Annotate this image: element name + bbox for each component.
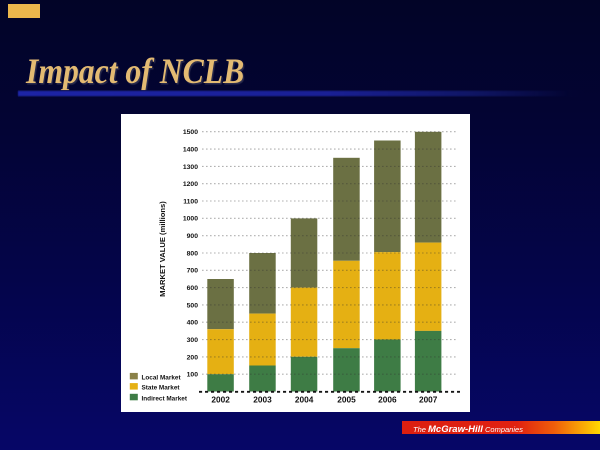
svg-text:100: 100 [187, 372, 199, 379]
svg-text:500: 500 [187, 302, 199, 309]
svg-text:1300: 1300 [183, 164, 198, 171]
svg-text:600: 600 [187, 285, 199, 292]
svg-text:2005: 2005 [337, 394, 356, 404]
svg-text:Indirect Market: Indirect Market [142, 396, 188, 403]
svg-text:Local Market: Local Market [142, 374, 182, 381]
svg-text:2006: 2006 [378, 394, 397, 404]
svg-text:1200: 1200 [183, 181, 198, 188]
svg-text:300: 300 [187, 337, 199, 344]
svg-text:1400: 1400 [183, 147, 198, 154]
svg-text:MARKET VALUE (millions): MARKET VALUE (millions) [158, 201, 167, 297]
svg-text:200: 200 [187, 354, 199, 361]
svg-text:1500: 1500 [183, 129, 198, 136]
svg-text:700: 700 [187, 268, 199, 275]
svg-text:2007: 2007 [419, 394, 438, 404]
svg-text:800: 800 [187, 250, 199, 257]
svg-text:2003: 2003 [253, 394, 272, 404]
svg-text:State Market: State Market [142, 385, 181, 392]
svg-text:400: 400 [187, 320, 199, 327]
svg-text:1100: 1100 [183, 198, 198, 205]
svg-text:900: 900 [187, 233, 199, 240]
svg-text:2004: 2004 [295, 394, 314, 404]
svg-text:1000: 1000 [183, 216, 198, 223]
svg-text:2002: 2002 [211, 394, 230, 404]
